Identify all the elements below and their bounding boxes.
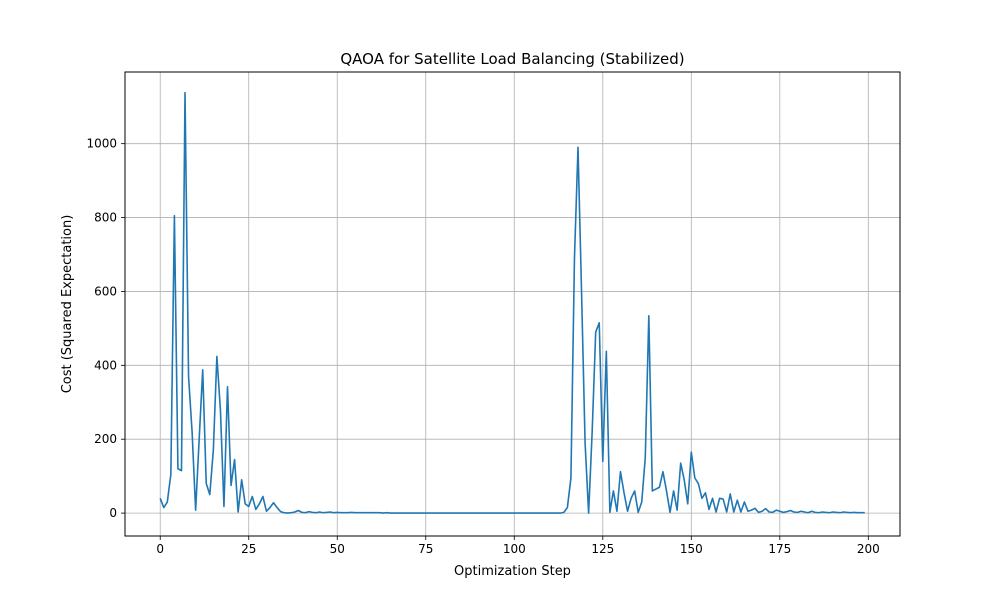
chart-title: QAOA for Satellite Load Balancing (Stabi… xyxy=(340,50,684,68)
x-tick-label: 50 xyxy=(330,542,345,556)
x-tick-label: 0 xyxy=(156,542,164,556)
x-tick-label: 150 xyxy=(680,542,703,556)
x-axis-label: Optimization Step xyxy=(454,564,571,579)
y-tick-label: 800 xyxy=(94,211,117,225)
plot-area xyxy=(159,91,865,514)
y-axis-label: Cost (Squared Expectation) xyxy=(60,215,75,394)
series-line xyxy=(159,91,865,514)
x-tick-label: 100 xyxy=(503,542,526,556)
y-tick-label: 1000 xyxy=(86,137,117,151)
ticks: 0 25 50 75 100 125 150 175 200 0 200 400 600 800 1000 xyxy=(86,137,879,556)
x-tick-label: 75 xyxy=(418,542,433,556)
gridlines xyxy=(125,72,900,536)
y-tick-label: 400 xyxy=(94,358,117,372)
x-tick-label: 200 xyxy=(857,542,880,556)
y-tick-label: 0 xyxy=(109,506,117,520)
y-tick-label: 200 xyxy=(94,432,117,446)
axes-frame xyxy=(124,71,901,537)
x-tick-label: 125 xyxy=(591,542,614,556)
y-tick-label: 600 xyxy=(94,284,117,298)
x-tick-label: 175 xyxy=(768,542,791,556)
x-tick-label: 25 xyxy=(241,542,256,556)
